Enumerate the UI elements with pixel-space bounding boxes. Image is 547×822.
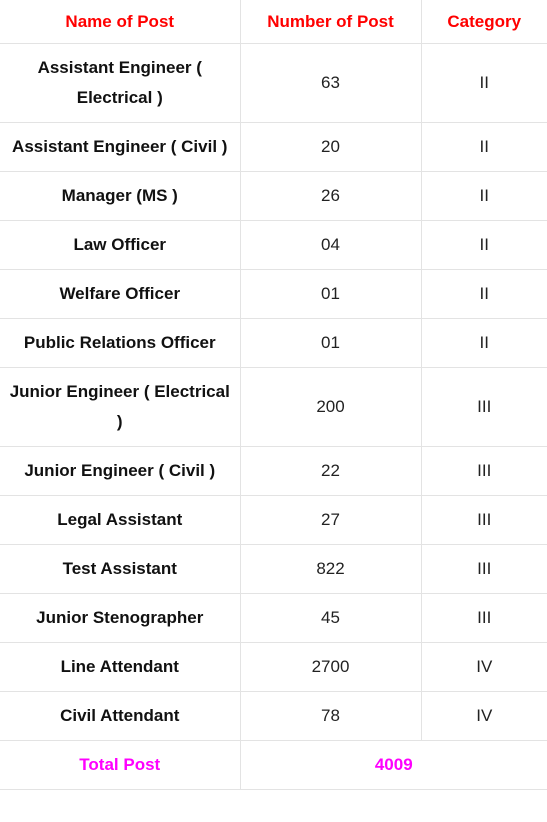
post-name: Junior Stenographer [0, 593, 241, 643]
total-value: 4009 [239, 740, 547, 790]
post-name: Junior Engineer ( Electrical ) [0, 367, 241, 447]
table-row: Welfare Officer 01 II [0, 269, 547, 319]
table-row: Legal Assistant 27 III [0, 495, 547, 545]
post-name: Line Attendant [0, 642, 241, 692]
post-count: 01 [239, 318, 422, 368]
table-row: Law Officer 04 II [0, 220, 547, 270]
table-row: Junior Stenographer 45 III [0, 593, 547, 643]
post-count: 04 [239, 220, 422, 270]
table-row: Junior Engineer ( Civil ) 22 III [0, 446, 547, 496]
post-count: 2700 [239, 642, 422, 692]
total-label: Total Post [0, 740, 241, 790]
table-row: Manager (MS ) 26 II [0, 171, 547, 221]
post-name: Public Relations Officer [0, 318, 241, 368]
table-row: Assistant Engineer ( Electrical ) 63 II [0, 43, 547, 123]
post-name: Junior Engineer ( Civil ) [0, 446, 241, 496]
post-count: 822 [239, 544, 422, 594]
header-row: Name of Post Number of Post Category [0, 0, 547, 44]
post-count: 20 [239, 122, 422, 172]
post-category: II [420, 269, 547, 319]
table-row: Assistant Engineer ( Civil ) 20 II [0, 122, 547, 172]
post-name: Legal Assistant [0, 495, 241, 545]
post-count: 45 [239, 593, 422, 643]
table-row: Public Relations Officer 01 II [0, 318, 547, 368]
post-name: Assistant Engineer ( Civil ) [0, 122, 241, 172]
post-category: II [420, 318, 547, 368]
table-row: Civil Attendant 78 IV [0, 691, 547, 741]
table-row: Junior Engineer ( Electrical ) 200 III [0, 367, 547, 447]
post-name: Assistant Engineer ( Electrical ) [0, 43, 241, 123]
post-count: 63 [239, 43, 422, 123]
total-row: Total Post 4009 [0, 740, 547, 790]
post-category: III [420, 544, 547, 594]
post-category: III [420, 367, 547, 447]
post-category: II [420, 171, 547, 221]
post-category: II [420, 220, 547, 270]
header-number-of-post: Number of Post [239, 0, 422, 44]
post-count: 78 [239, 691, 422, 741]
post-category: III [420, 495, 547, 545]
header-name-of-post: Name of Post [0, 0, 241, 44]
post-category: II [420, 122, 547, 172]
post-name: Law Officer [0, 220, 241, 270]
post-count: 200 [239, 367, 422, 447]
post-count: 01 [239, 269, 422, 319]
post-category: IV [420, 642, 547, 692]
post-name: Welfare Officer [0, 269, 241, 319]
post-name: Manager (MS ) [0, 171, 241, 221]
header-category: Category [420, 0, 547, 44]
table-row: Test Assistant 822 III [0, 544, 547, 594]
posts-table: Name of Post Number of Post Category Ass… [0, 0, 547, 790]
post-category: II [420, 43, 547, 123]
post-category: III [420, 446, 547, 496]
post-name: Test Assistant [0, 544, 241, 594]
table-row: Line Attendant 2700 IV [0, 642, 547, 692]
post-name: Civil Attendant [0, 691, 241, 741]
post-count: 26 [239, 171, 422, 221]
post-category: IV [420, 691, 547, 741]
post-count: 22 [239, 446, 422, 496]
post-count: 27 [239, 495, 422, 545]
post-category: III [420, 593, 547, 643]
